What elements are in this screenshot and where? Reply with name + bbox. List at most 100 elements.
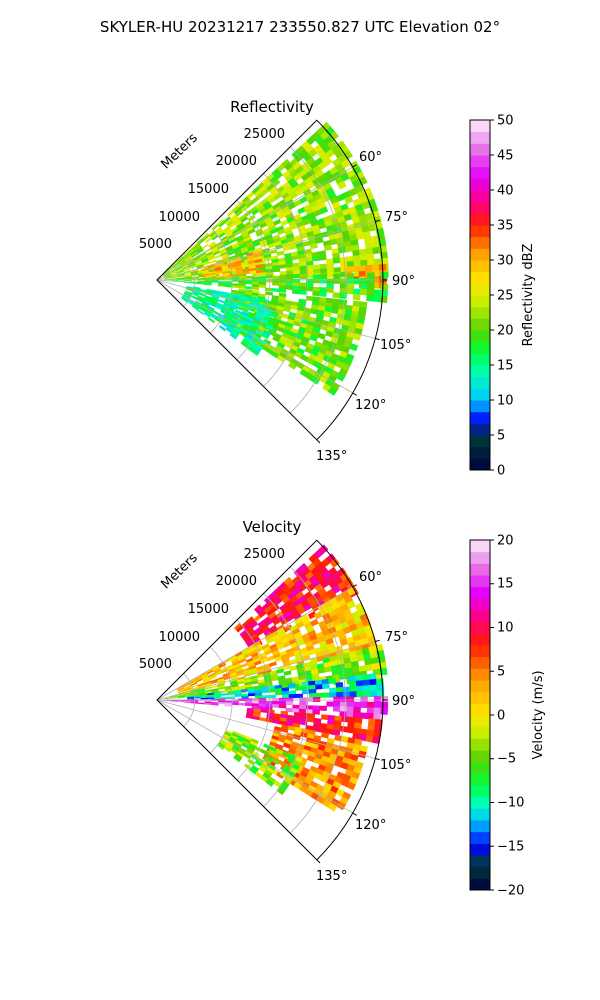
radar-gate <box>374 724 383 733</box>
radar-gate <box>285 285 294 290</box>
radar-gate <box>191 693 199 696</box>
radar-gate <box>202 678 211 683</box>
radar-gate <box>371 240 380 249</box>
radar-gate <box>245 298 254 303</box>
radar-gate <box>196 265 204 269</box>
radar-gate <box>312 286 321 292</box>
radar-gate <box>307 196 317 205</box>
radar-gate <box>309 765 319 774</box>
colorbar-swatch <box>470 633 490 646</box>
radar-gate <box>235 253 244 258</box>
radar-gate <box>342 686 351 693</box>
radar-gate <box>373 289 382 297</box>
reflectivity-colorbar <box>469 119 494 471</box>
colorbar-tick-label: 10 <box>497 621 514 636</box>
colorbar-tick-label: 0 <box>497 709 505 724</box>
radar-gate <box>278 282 287 287</box>
colorbar-tick-label: 15 <box>497 359 514 374</box>
radar-gate <box>294 188 304 197</box>
radar-gate <box>249 270 257 274</box>
radar-gate <box>329 558 340 568</box>
radar-gate <box>217 230 225 237</box>
radar-gate <box>324 366 334 376</box>
radar-gate <box>351 244 360 252</box>
radar-gate <box>232 730 240 736</box>
radar-gate <box>207 696 215 698</box>
colorbar-swatch <box>470 761 490 774</box>
radar-gate <box>267 776 277 784</box>
radar-gate <box>333 696 341 703</box>
radar-gate <box>278 288 287 293</box>
radar-gate <box>277 737 286 744</box>
radar-gate <box>224 299 233 304</box>
radar-gate <box>263 230 272 237</box>
radar-gate <box>203 679 211 684</box>
radar-gate <box>164 274 172 278</box>
radar-gate <box>353 727 362 735</box>
radar-gate <box>218 294 227 299</box>
radar-gate <box>261 177 271 186</box>
radar-gate <box>303 777 313 786</box>
radar-gate <box>280 617 289 626</box>
radar-gate <box>170 271 178 275</box>
radar-gate <box>238 213 247 221</box>
colorbar-swatch <box>470 423 490 436</box>
radar-gate <box>325 728 334 735</box>
radar-gate <box>197 689 205 693</box>
radar-gate <box>261 332 270 340</box>
radar-gate <box>184 688 193 692</box>
radar-gate <box>234 623 242 631</box>
radar-gate <box>251 281 260 285</box>
radar-gate <box>225 294 234 298</box>
radar-gate <box>275 640 284 648</box>
radar-gate <box>326 283 334 289</box>
radar-gate <box>304 346 314 355</box>
radar-gate <box>276 668 285 674</box>
radar-gate <box>250 738 259 745</box>
radar-gate <box>201 257 209 263</box>
radar-gate <box>346 278 355 285</box>
radar-gate <box>186 695 195 698</box>
radar-gate <box>204 689 212 693</box>
radar-gate <box>188 247 195 254</box>
radar-gate <box>346 261 355 268</box>
radar-gate <box>278 351 288 360</box>
radar-gate <box>358 306 367 314</box>
velocity-panel: Velocity Meters 5000 10000 15000 20000 2… <box>139 518 546 899</box>
radar-gate <box>164 697 172 700</box>
radar-gate <box>274 597 283 606</box>
radar-gate <box>252 654 260 661</box>
radar-gate <box>223 745 232 753</box>
radar-gate <box>201 273 210 276</box>
radar-gate <box>177 686 185 691</box>
radar-gate <box>233 313 242 320</box>
radar-gate <box>243 305 252 310</box>
radar-gate <box>304 621 313 630</box>
radar-gate <box>226 312 234 319</box>
radar-gate <box>278 260 287 266</box>
radar-gate <box>339 725 348 733</box>
radar-gate <box>361 647 371 656</box>
radar-gate <box>243 236 252 243</box>
radar-gate <box>199 306 207 312</box>
radar-gate <box>206 306 215 312</box>
radar-gate <box>303 591 313 600</box>
colorbar-swatch <box>470 831 490 844</box>
radar-gate <box>191 692 199 695</box>
radar-gate <box>214 669 222 675</box>
radar-gate <box>329 238 338 246</box>
radar-gate <box>212 223 220 231</box>
radar-gate <box>204 295 213 299</box>
radar-gate <box>221 668 229 674</box>
reflectivity-panel: Reflectivity Meters 5000 10000 15000 200… <box>139 98 536 479</box>
radar-gate <box>240 216 249 223</box>
radar-gate <box>349 343 359 352</box>
radar-gate <box>223 241 232 247</box>
colorbar-swatch <box>470 610 490 623</box>
radar-gate <box>343 657 352 665</box>
radar-gate <box>357 311 366 320</box>
radar-gate <box>200 671 208 677</box>
radar-gate <box>293 199 303 207</box>
radar-gate <box>260 210 269 218</box>
radar-gate <box>285 259 293 265</box>
